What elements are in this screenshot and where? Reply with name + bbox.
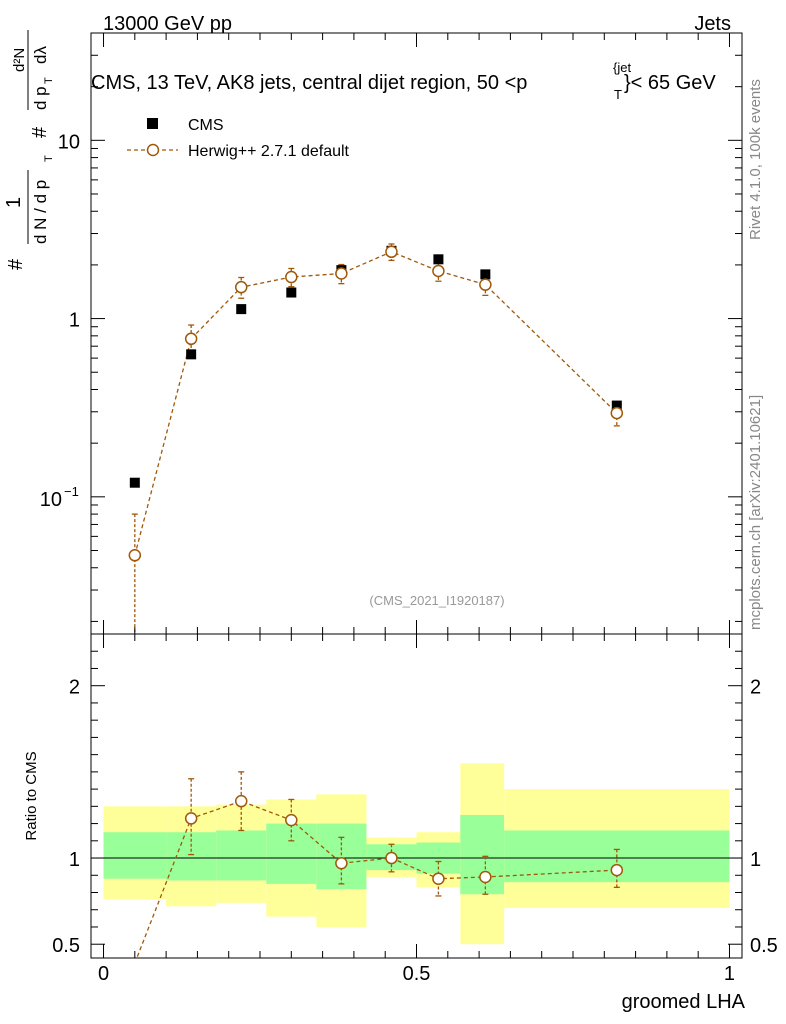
- ylabel-pt-sub-b: T: [43, 77, 55, 84]
- x-axis-label: groomed LHA: [622, 991, 746, 1013]
- cms-data-point: [611, 400, 622, 411]
- ratio-y-tick-label-right: 1: [750, 849, 761, 871]
- ratio-y-ticks: 0.5 0.5 1 1 2 2: [52, 650, 778, 957]
- process-title: 13000 GeV pp: [103, 13, 232, 35]
- mc-data-point: [184, 332, 198, 346]
- main-y-tick-label: 10: [58, 131, 80, 153]
- cms-data-point: [186, 349, 197, 360]
- plot-title-subscript: T: [614, 87, 622, 102]
- ratio-band-inner: [103, 832, 167, 879]
- category-title: Jets: [694, 13, 731, 35]
- ratio-y-tick-label: 1: [69, 849, 80, 871]
- legend: CMS Herwig++ 2.7.1 default: [127, 117, 350, 160]
- cms-data-point: [236, 304, 247, 315]
- ratio-data-point: [432, 872, 445, 885]
- ratio-y-tick-label-right: 0.5: [750, 935, 778, 957]
- cms-data-point: [129, 477, 140, 488]
- mc-data-point: [385, 245, 398, 259]
- ratio-y-tick-label: 0.5: [52, 935, 80, 957]
- ylabel-dlambda: dλ: [31, 46, 50, 64]
- main-marks: [128, 243, 624, 634]
- plot-title-main: CMS, 13 TeV, AK8 jets, central dijet reg…: [91, 72, 527, 94]
- rivet-label: Rivet 4.1.0, 100k events: [747, 79, 764, 240]
- ratio-y-axis-label: Ratio to CMS: [23, 751, 40, 840]
- ratio-band-inner: [266, 823, 317, 884]
- x-tick-label: 1: [724, 963, 735, 985]
- ylabel-one: 1: [3, 197, 25, 208]
- mc-data-point: [610, 406, 624, 420]
- mc-data-point: [234, 280, 248, 294]
- ratio-y-tick-label: 2: [69, 677, 80, 699]
- ylabel-dpT: d p: [31, 86, 50, 110]
- ylabel-hash-a: #: [5, 258, 27, 270]
- legend-cms-label: CMS: [188, 117, 224, 134]
- ratio-data-point: [285, 813, 298, 827]
- ratio-data-point: [335, 856, 348, 870]
- ylabel-d2N: d²N: [11, 48, 28, 72]
- ratio-panel: 0.5 0.51 12 2 0 0.5 1 Ratio to CMS groomed LH…: [23, 33, 778, 1013]
- x-tick-label: 0: [98, 963, 109, 985]
- mc-line: [134, 251, 618, 556]
- mc-data-point: [285, 270, 298, 284]
- cms-data-point: [286, 287, 297, 298]
- main-y-tick-label: 1: [69, 310, 80, 332]
- ratio-band-inner: [216, 830, 267, 881]
- mc-data-point: [432, 264, 445, 278]
- plot-title-superscript: {jet: [613, 60, 631, 75]
- ratio-marks: [136, 771, 624, 958]
- main-y-tick-label-exponent: −1: [64, 484, 79, 499]
- ratio-data-point: [479, 870, 492, 884]
- legend-mc-label: Herwig++ 2.7.1 default: [188, 143, 350, 160]
- ratio-data-point: [234, 794, 248, 808]
- cms-data-point: [480, 269, 491, 280]
- x-ticks: 0 0.5 1: [98, 33, 735, 985]
- ratio-data-point: [610, 863, 624, 877]
- mc-data-point: [479, 278, 492, 291]
- ratio-data-point: [385, 851, 398, 865]
- legend-mc-marker: [146, 143, 160, 157]
- mcplots-label: mcplots.cern.ch [arXiv:2401.10621]: [747, 395, 764, 630]
- mc-data-point: [128, 549, 142, 562]
- ylabel-pt-sub: T: [43, 155, 55, 162]
- mc-data-point: [335, 267, 348, 280]
- ylabel-hash-b: #: [29, 126, 51, 138]
- x-tick-label: 0.5: [403, 963, 431, 985]
- ratio-data-point: [184, 812, 198, 825]
- cms-data-point: [433, 254, 444, 265]
- plot-title-tail: }< 65 GeV: [624, 72, 716, 94]
- main-y-tick-label: 10: [40, 489, 62, 511]
- ratio-y-tick-label-right: 2: [750, 677, 761, 699]
- ylabel-dN: d N / d p: [31, 180, 50, 244]
- legend-cms-marker: [147, 118, 158, 129]
- main-y-axis-label: # 1 d N / d p T # d²N d p T dλ: [3, 30, 55, 270]
- analysis-watermark: (CMS_2021_I1920187): [369, 593, 504, 608]
- plot-title: CMS, 13 TeV, AK8 jets, central dijet reg…: [91, 72, 527, 94]
